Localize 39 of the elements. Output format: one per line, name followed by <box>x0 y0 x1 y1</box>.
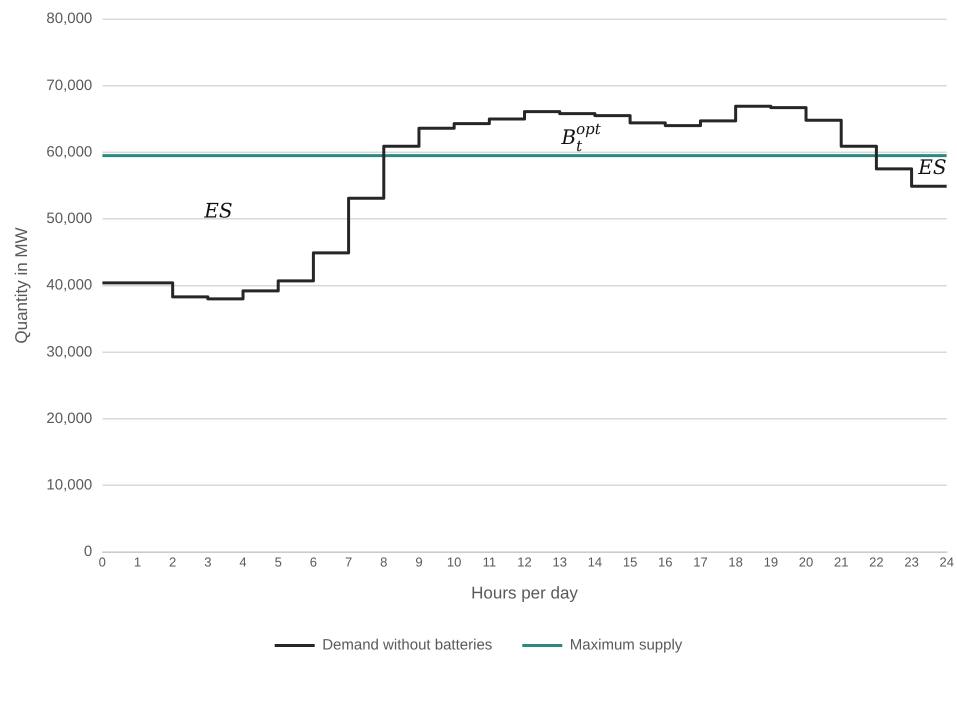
x-tick-label: 16 <box>658 554 673 570</box>
x-tick-label: 15 <box>622 554 638 570</box>
y-tick-label: 50,000 <box>46 210 92 228</box>
x-tick-label: 14 <box>588 554 602 570</box>
y-tick-label: 10,000 <box>46 476 92 494</box>
x-tick-label: 23 <box>904 554 919 570</box>
annotation: ES <box>917 154 947 179</box>
x-tick-label: 11 <box>482 554 496 570</box>
x-tick-label: 6 <box>310 554 318 570</box>
x-tick-label: 4 <box>239 554 247 570</box>
legend-label: Maximum supply <box>570 636 683 654</box>
y-tick-label: 70,000 <box>46 76 92 94</box>
y-tick-label: 20,000 <box>46 410 92 427</box>
x-tick-label: 18 <box>728 554 743 570</box>
y-tick-label: 60,000 <box>46 143 92 160</box>
x-tick-label: 8 <box>380 554 388 570</box>
x-tick-label: 24 <box>940 554 954 570</box>
x-tick-label: 13 <box>552 554 567 570</box>
y-tick-label: 80,000 <box>46 10 92 28</box>
x-tick-label: 7 <box>344 554 352 570</box>
y-tick-label: 30,000 <box>46 343 92 360</box>
x-tick-label: 0 <box>98 554 106 570</box>
x-tick-label: 21 <box>834 554 848 570</box>
x-tick-label: 22 <box>869 554 884 570</box>
x-tick-label: 2 <box>169 554 176 570</box>
x-tick-label: 20 <box>798 554 814 570</box>
y-axis-title: Quantity in MW <box>12 227 31 344</box>
y-tick-label: 40,000 <box>46 276 92 294</box>
x-axis-title: Hours per day <box>471 583 578 602</box>
legend-label: Demand without batteries <box>322 636 492 654</box>
x-tick-label: 10 <box>446 554 462 570</box>
annotation: ES <box>203 198 233 222</box>
x-tick-label: 3 <box>204 554 212 570</box>
x-tick-label: 17 <box>693 554 708 570</box>
x-tick-label: 5 <box>274 554 282 570</box>
x-tick-label: 19 <box>764 554 778 570</box>
x-tick-label: 1 <box>134 554 142 570</box>
x-tick-label: 9 <box>415 554 423 570</box>
x-tick-label: 12 <box>517 554 532 570</box>
